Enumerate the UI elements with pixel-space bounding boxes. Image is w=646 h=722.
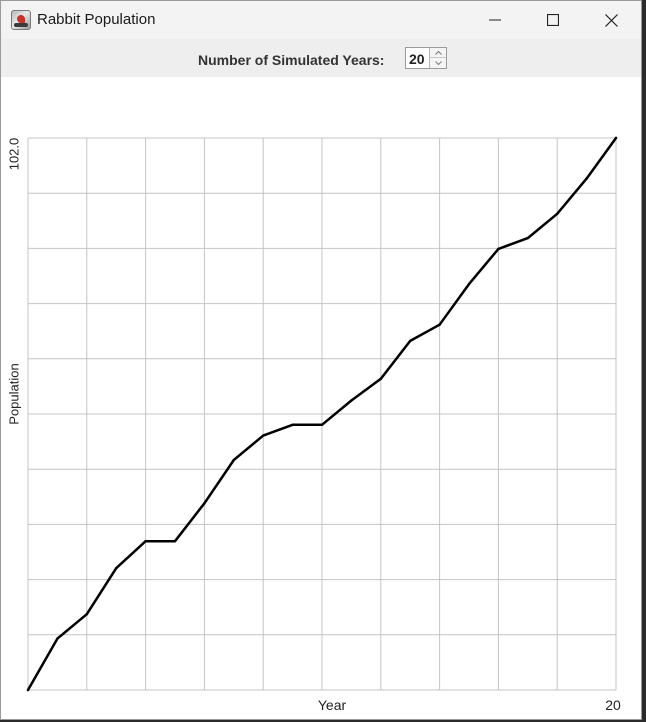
data-point [556,212,559,215]
title-bar[interactable]: Rabbit Population [1,1,641,39]
close-icon [604,13,618,27]
minimize-button[interactable] [467,1,523,39]
maximize-button[interactable] [525,1,581,39]
data-point [232,458,235,462]
x-axis-max-label: 20 [605,697,621,713]
data-point [497,247,500,251]
y-axis-max-label: 102.0 [6,137,22,171]
data-point [320,423,324,427]
chart-grid [27,137,617,691]
data-point [614,136,618,140]
data-point [585,177,588,180]
data-point [85,613,89,616]
chart-area [1,77,641,719]
java-app-icon [11,10,31,30]
years-spinner-value[interactable]: 20 [409,51,425,67]
data-point [409,339,412,343]
years-spinner[interactable]: 20 [405,47,447,69]
data-point [56,637,59,640]
spinner-up-button[interactable] [429,48,446,58]
y-axis-title: Population [6,363,22,425]
spinner-down-button[interactable] [429,58,446,68]
data-point [291,423,294,427]
data-point [467,282,471,286]
data-point [26,688,30,692]
data-point [350,399,353,402]
minimize-icon [489,19,501,21]
data-point [203,502,206,505]
data-point [379,377,382,381]
data-point [115,567,118,570]
simulated-years-label: Number of Simulated Years: [198,52,385,68]
data-point [144,539,147,543]
settings-toolbar: Number of Simulated Years: 20 [1,39,641,77]
x-axis-title: Year [317,697,347,713]
chevron-up-icon [434,50,442,55]
window-title: Rabbit Population [37,11,156,28]
data-point [173,539,177,543]
data-point [438,323,441,326]
data-point [526,236,529,240]
close-button[interactable] [583,1,639,39]
population-data-points [26,136,618,692]
chevron-down-icon [434,61,442,65]
data-point [262,434,265,437]
maximize-icon [547,14,559,26]
